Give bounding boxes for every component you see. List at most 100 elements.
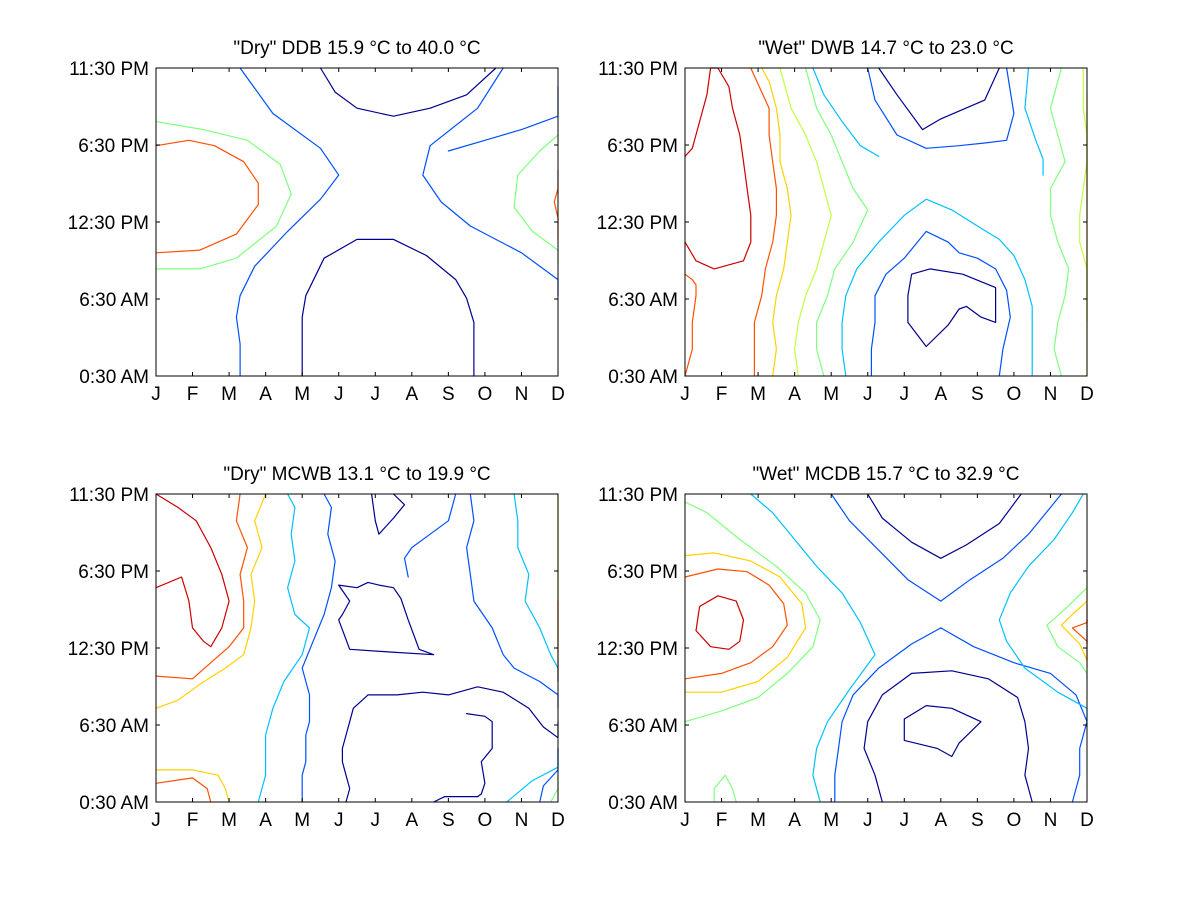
contour-line: [867, 493, 1022, 559]
contour-line: [761, 67, 792, 377]
y-tick-label: 11:30 PM: [598, 59, 678, 80]
contour-line: [403, 493, 457, 578]
contour-line: [903, 704, 982, 758]
contour-line: [779, 67, 832, 377]
x-tick-label: O: [478, 384, 493, 405]
x-tick-label: D: [1080, 810, 1094, 831]
contour-line: [750, 493, 876, 803]
x-tick-label: O: [1007, 384, 1022, 405]
contour-line: [155, 493, 230, 648]
y-tick-label: 0:30 AM: [608, 793, 678, 814]
contour-line: [684, 273, 697, 377]
x-tick-label: S: [971, 384, 984, 405]
x-tick-label: F: [187, 384, 199, 405]
x-tick-label: S: [971, 810, 984, 831]
contour-line: [684, 568, 788, 680]
y-tick-label: 0:30 AM: [79, 793, 149, 814]
x-tick-label: O: [478, 810, 493, 831]
chart-panel-3: "Dry" MCWB 13.1 °C to 19.9 °C J F M A M J J A S O N…: [68, 464, 565, 831]
x-tick-label: A: [934, 810, 947, 831]
contour-line: [878, 67, 1000, 131]
x-tick-label: A: [788, 384, 801, 405]
x-tick-label: D: [551, 810, 565, 831]
contour-line: [863, 670, 1033, 803]
y-tick-label: 6:30 AM: [79, 716, 149, 737]
y-tick-label: 11:30 PM: [69, 59, 149, 80]
contour-line: [155, 777, 212, 803]
contour-line: [907, 268, 997, 348]
x-tick-label: N: [515, 384, 529, 405]
contour-line: [1046, 571, 1088, 680]
contour-line: [257, 493, 311, 803]
contour-line: [684, 552, 807, 693]
y-tick-label: 11:30 PM: [598, 485, 678, 506]
x-tick-label: M: [750, 810, 766, 831]
y-tick-label: 6:30 AM: [608, 716, 678, 737]
chart-title: "Wet" DWB 14.7 °C to 23.0 °C: [758, 38, 1013, 59]
contour-line: [155, 769, 230, 803]
x-tick-label: M: [294, 384, 310, 405]
contour-line: [155, 120, 292, 270]
plot-area: [684, 493, 1088, 803]
x-tick-label: D: [551, 384, 565, 405]
y-tick-label: 12:30 PM: [68, 639, 149, 660]
x-tick-label: A: [259, 810, 272, 831]
x-tick-label: J: [334, 810, 344, 831]
y-tick-label: 0:30 AM: [79, 367, 149, 388]
contour-line: [1049, 67, 1070, 377]
contour-line: [155, 493, 267, 709]
plot-area: [155, 493, 559, 803]
x-tick-label: O: [1007, 810, 1022, 831]
contour-line: [301, 493, 336, 803]
contour-line: [155, 493, 248, 680]
chart-panel-4: "Wet" MCDB 15.7 °C to 32.9 °C J F M A M J J A S O N…: [597, 464, 1094, 831]
contour-line: [155, 139, 259, 254]
x-tick-label: S: [442, 384, 455, 405]
contour-line: [684, 501, 821, 723]
x-tick-label: J: [151, 384, 161, 405]
x-tick-label: N: [515, 810, 529, 831]
y-tick-label: 6:30 PM: [607, 136, 678, 157]
chart-panel-1: "Dry" DDB 15.9 °C to 40.0 °C J F M A M J J A S O N D…: [68, 38, 565, 405]
x-tick-label: F: [187, 810, 199, 831]
contour-line: [684, 67, 752, 270]
x-tick-label: J: [371, 384, 381, 405]
contour-line: [713, 774, 737, 803]
x-tick-label: A: [934, 384, 947, 405]
x-tick-label: J: [900, 810, 910, 831]
x-tick-label: M: [221, 384, 237, 405]
x-tick-label: J: [680, 384, 690, 405]
chart-title: "Dry" DDB 15.9 °C to 40.0 °C: [233, 38, 480, 59]
contour-line: [867, 67, 1015, 149]
x-tick-label: A: [405, 384, 418, 405]
chart-title: "Wet" MCDB 15.7 °C to 32.9 °C: [753, 464, 1020, 485]
y-tick-label: 12:30 PM: [68, 213, 149, 234]
contour-line: [841, 198, 1033, 377]
x-tick-label: N: [1044, 810, 1058, 831]
x-tick-label: J: [863, 384, 873, 405]
x-tick-label: S: [442, 810, 455, 831]
contour-line: [433, 712, 493, 803]
plot-area: [684, 67, 1088, 377]
x-tick-label: J: [334, 384, 344, 405]
contour-line: [834, 627, 1088, 803]
contour-line: [804, 67, 869, 377]
contour-line: [812, 67, 880, 157]
y-tick-label: 12:30 PM: [597, 639, 678, 660]
contour-line: [466, 493, 559, 709]
x-tick-label: F: [716, 384, 728, 405]
contour-line: [422, 67, 559, 297]
y-tick-label: 6:30 PM: [78, 136, 149, 157]
x-tick-label: M: [823, 384, 839, 405]
x-tick-label: N: [1044, 384, 1058, 405]
x-tick-label: M: [750, 384, 766, 405]
y-tick-label: 6:30 AM: [79, 290, 149, 311]
x-tick-label: A: [405, 810, 418, 831]
contour-line: [301, 238, 475, 377]
y-tick-label: 6:30 AM: [608, 290, 678, 311]
x-tick-label: M: [221, 810, 237, 831]
contour-line: [870, 230, 1011, 377]
y-tick-label: 6:30 PM: [78, 562, 149, 583]
y-tick-label: 11:30 PM: [69, 485, 149, 506]
